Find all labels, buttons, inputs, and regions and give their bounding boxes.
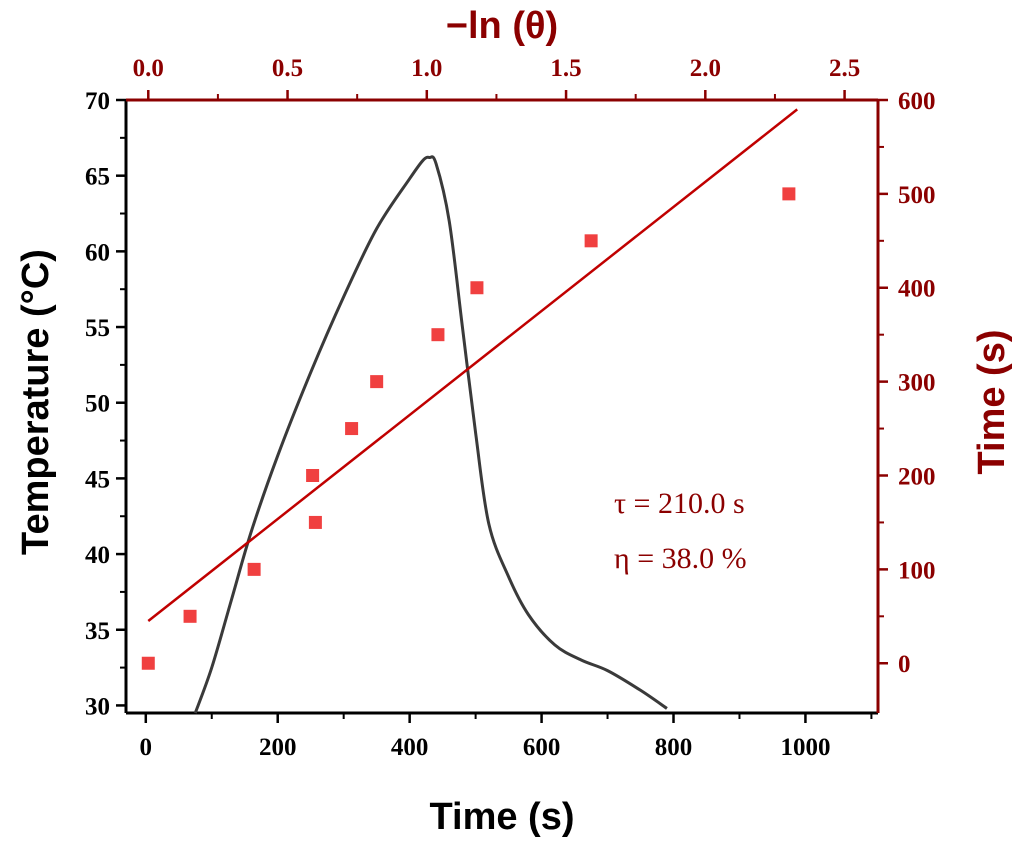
y-left-tick-label: 40 [85,542,110,569]
y-left-tick-label: 50 [85,391,110,418]
x-top-tick-label: 0.5 [272,55,303,82]
scatter-point [141,656,155,670]
y-right-tick-label: 600 [898,88,936,115]
y-left-tick-label: 35 [85,618,110,645]
plot-frame [124,98,880,715]
temperature-curve [193,155,668,714]
y-right-tick-label: 0 [898,651,911,678]
scatter-point [470,281,484,295]
scatter-point [782,187,796,201]
y-left-tick-label: 65 [85,164,110,191]
x-top-tick-label: 0.0 [133,55,164,82]
y-right-tick-label: 100 [898,557,936,584]
eta-annotation: η = 38.0 % [614,542,747,575]
scatter-point [183,609,197,623]
scatter-point [345,422,359,436]
x-bottom-tick-label: 200 [259,734,297,761]
y-right-axis-title: Time (s) [971,329,1013,474]
x-bottom-axis-title: Time (s) [429,796,574,838]
scatter-point [247,562,261,576]
scatter-point [308,515,322,529]
y-left-tick-label: 45 [85,466,110,493]
y-left-axis-title: Temperature (°C) [15,249,57,555]
x-bottom-tick-label: 0 [140,734,153,761]
x-top-tick-label: 1.0 [411,55,442,82]
y-right-tick-label: 200 [898,463,936,490]
y-left-tick-label: 30 [85,693,110,720]
y-right-tick-label: 300 [898,370,936,397]
tau-annotation: τ = 210.0 s [614,487,745,520]
x-bottom-tick-label: 800 [655,734,693,761]
linear-fit-line [147,108,799,622]
scatter-point [584,234,598,248]
x-top-tick-label: 1.5 [550,55,581,82]
scatter-point [306,468,320,482]
x-bottom-tick-label: 1000 [780,734,830,761]
x-bottom-tick-label: 400 [391,734,429,761]
x-top-tick-label: 2.5 [829,55,860,82]
ticks-layer [116,90,888,723]
y-right-tick-label: 500 [898,182,936,209]
scatter-point [431,328,445,342]
y-left-tick-label: 55 [85,315,110,342]
y-left-tick-label: 60 [85,239,110,266]
x-top-tick-label: 2.0 [690,55,721,82]
series-layer [141,108,799,714]
scatter-point [370,375,384,389]
y-left-tick-label: 70 [85,88,110,115]
x-bottom-tick-label: 600 [523,734,561,761]
x-top-axis-title: −ln (θ) [446,5,558,47]
y-right-tick-label: 400 [898,276,936,303]
